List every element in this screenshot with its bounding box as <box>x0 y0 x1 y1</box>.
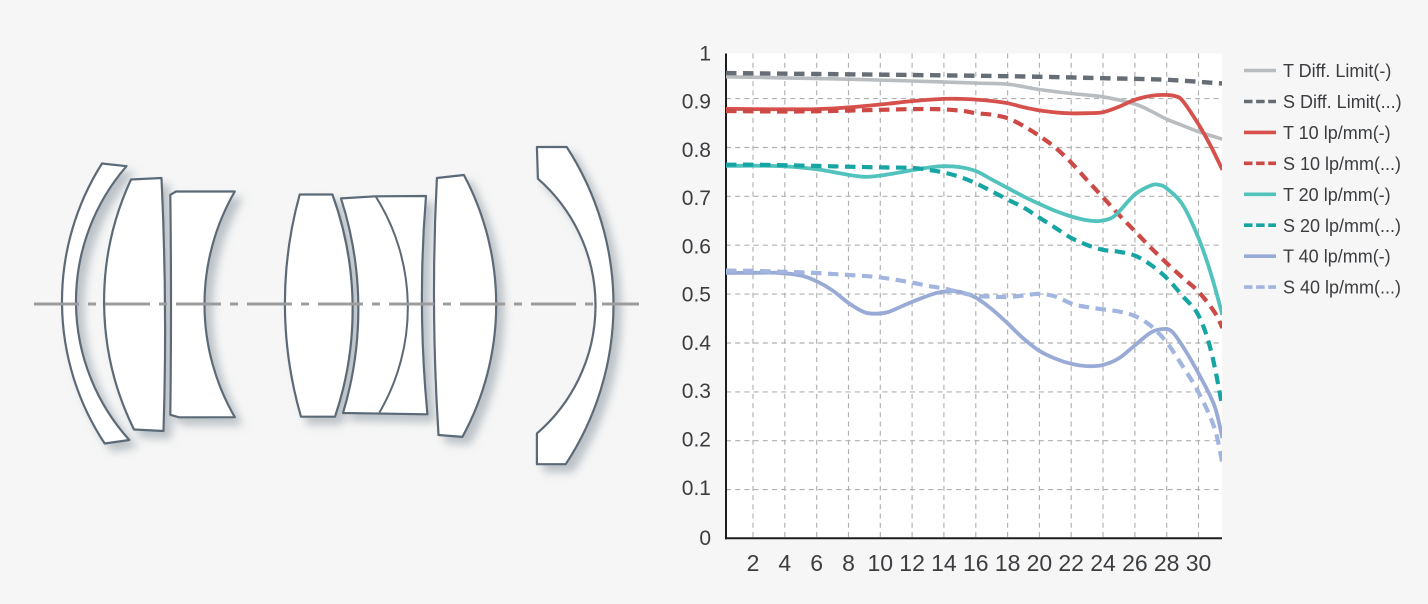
svg-text:0.1: 0.1 <box>682 477 711 500</box>
svg-text:0.8: 0.8 <box>682 139 711 162</box>
svg-text:20: 20 <box>1027 550 1053 576</box>
svg-text:T 10 lp/mm(-): T 10 lp/mm(-) <box>1283 123 1391 143</box>
svg-text:2: 2 <box>747 550 760 576</box>
svg-text:1: 1 <box>699 43 711 66</box>
svg-text:8: 8 <box>842 550 855 576</box>
svg-text:S Diff. Limit(...): S Diff. Limit(...) <box>1283 92 1402 112</box>
svg-text:30: 30 <box>1186 550 1212 576</box>
svg-text:T 20 lp/mm(-): T 20 lp/mm(-) <box>1283 185 1391 205</box>
svg-text:26: 26 <box>1122 550 1148 576</box>
svg-text:14: 14 <box>931 550 957 576</box>
svg-text:24: 24 <box>1090 550 1116 576</box>
svg-text:0.4: 0.4 <box>682 332 712 355</box>
svg-text:18: 18 <box>995 550 1021 576</box>
svg-text:0.7: 0.7 <box>682 187 711 210</box>
svg-text:0.9: 0.9 <box>682 91 711 114</box>
svg-text:4: 4 <box>778 550 791 576</box>
svg-text:22: 22 <box>1058 550 1084 576</box>
svg-text:0.2: 0.2 <box>682 429 711 452</box>
svg-text:0.5: 0.5 <box>682 284 711 307</box>
svg-text:S 40 lp/mm(...): S 40 lp/mm(...) <box>1283 278 1401 298</box>
svg-text:T Diff. Limit(-): T Diff. Limit(-) <box>1283 61 1391 81</box>
svg-text:S 20 lp/mm(...): S 20 lp/mm(...) <box>1283 216 1401 236</box>
svg-text:6: 6 <box>810 550 823 576</box>
svg-text:0: 0 <box>699 527 711 550</box>
svg-text:28: 28 <box>1154 550 1180 576</box>
svg-text:0.6: 0.6 <box>682 235 711 258</box>
svg-text:0.3: 0.3 <box>682 380 711 403</box>
svg-text:16: 16 <box>963 550 989 576</box>
svg-text:12: 12 <box>899 550 925 576</box>
svg-text:10: 10 <box>868 550 894 576</box>
svg-text:S 10 lp/mm(...): S 10 lp/mm(...) <box>1283 154 1401 174</box>
svg-text:T 40 lp/mm(-): T 40 lp/mm(-) <box>1283 247 1391 267</box>
